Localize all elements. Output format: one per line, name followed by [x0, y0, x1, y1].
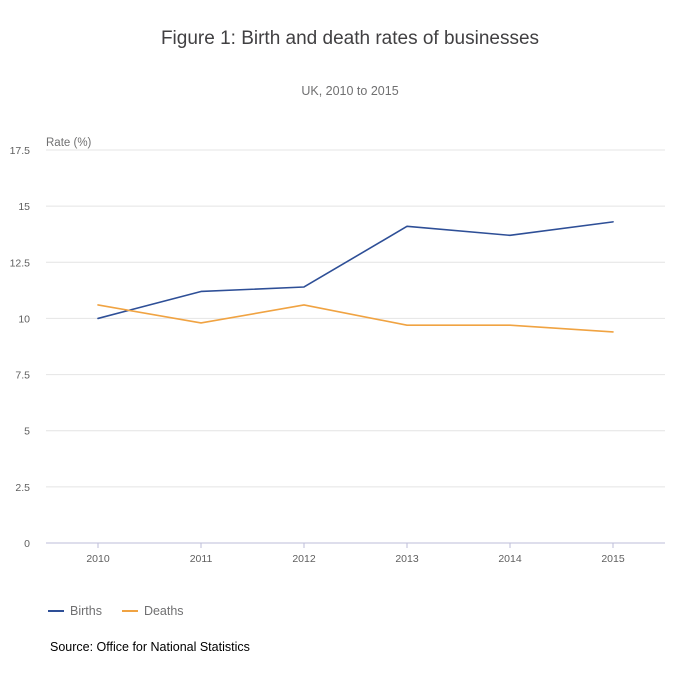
chart-title: Figure 1: Birth and death rates of busin… — [160, 28, 540, 49]
y-tick-label: 17.5 — [10, 145, 31, 157]
y-tick-label: 15 — [18, 201, 30, 213]
x-tick-label: 2015 — [601, 553, 625, 565]
legend-label-births: Births — [70, 604, 102, 618]
x-tick-label: 2010 — [86, 553, 110, 565]
x-tick-label: 2014 — [498, 553, 522, 565]
x-tick-label: 2013 — [395, 553, 419, 565]
legend-swatch-births — [48, 610, 64, 612]
y-axis-title: Rate (%) — [46, 137, 92, 149]
legend-swatch-deaths — [121, 610, 138, 612]
x-tick-label: 2012 — [292, 553, 316, 565]
legend-item-deaths: Deaths — [121, 604, 184, 618]
y-tick-label: 0 — [24, 538, 30, 550]
y-tick-label: 2.5 — [15, 482, 30, 494]
x-tick-label: 2011 — [190, 553, 213, 565]
y-tick-label: 5 — [24, 426, 30, 438]
y-tick-label: 7.5 — [15, 370, 30, 382]
chart-subtitle: UK, 2010 to 2015 — [301, 84, 399, 98]
y-tick-label: 10 — [18, 313, 30, 325]
legend-label-deaths: Deaths — [143, 604, 184, 618]
series-line-deaths — [97, 304, 614, 333]
legend-item-births: Births — [48, 604, 102, 618]
legend: Births Deaths — [48, 604, 184, 618]
y-tick-label: 12.5 — [10, 257, 31, 269]
line-chart: 0 2.5 5 7.5 10 12.5 15 17.5 2010 2011 2012 2013 2014… — [10, 137, 665, 565]
series-line-births — [97, 221, 614, 320]
source-note: Source: Office for National Statistics — [50, 640, 250, 654]
